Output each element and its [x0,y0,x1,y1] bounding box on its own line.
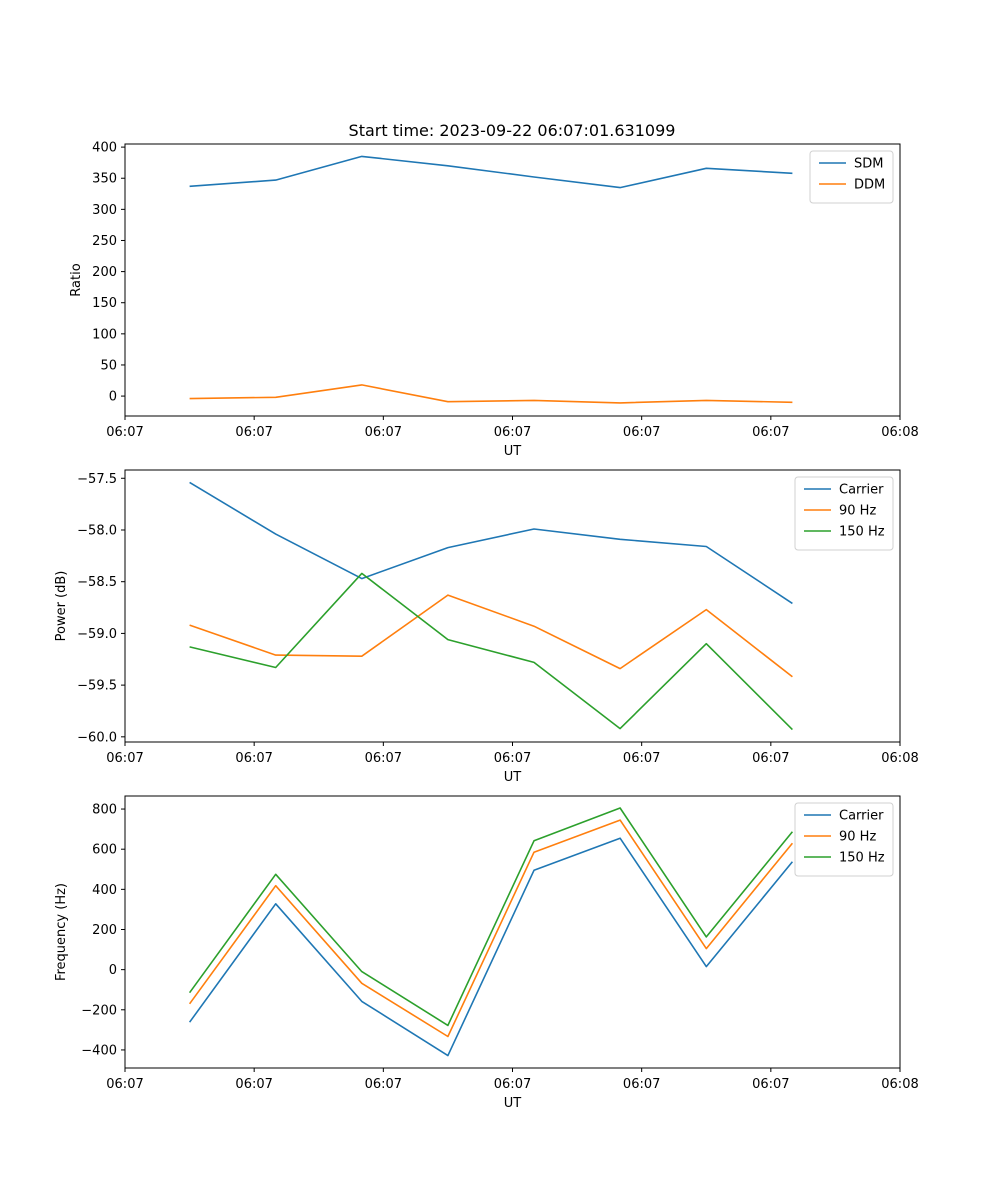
series-line-ddm [189,384,793,404]
y-tick-label: 250 [92,234,117,249]
y-tick-label: −58.0 [77,523,117,538]
x-tick-label: 06:08 [881,751,918,766]
x-axis-label: UT [504,444,522,459]
y-tick-label: 200 [92,923,117,938]
legend-label: 90 Hz [839,830,876,845]
y-axis-label: Frequency (Hz) [54,883,69,981]
y-tick-label: −58.5 [77,575,117,590]
series-line-90-hz [189,594,793,678]
y-tick-label: −59.0 [77,627,117,642]
legend-label: Carrier [839,809,884,824]
y-tick-label: 800 [92,803,117,818]
y-tick-label: −57.5 [77,472,117,487]
legend-label: 150 Hz [839,525,885,540]
legend: Carrier 90 Hz 150 Hz [794,476,894,551]
y-tick-label: −60.0 [77,730,117,745]
x-tick-label: 06:07 [752,751,789,766]
x-tick-label: 06:07 [106,425,143,440]
legend-label: Carrier [839,483,884,498]
x-tick-label: 06:07 [365,1077,402,1092]
x-axis-label: UT [504,1096,522,1111]
x-tick-label: 06:07 [623,1077,660,1092]
x-tick-label: 06:07 [106,1077,143,1092]
series-line-90-hz [188,819,794,1038]
legend: SDM DDM [809,150,894,204]
y-tick-label: 150 [92,296,117,311]
x-tick-label: 06:07 [365,425,402,440]
series-line-150-hz [189,572,793,731]
panel-3: −400 −200 0 200 400 600 800 06:07 06:07 06:07 06:0… [54,795,919,1111]
y-axis-label: Ratio [69,263,84,296]
legend-label: 90 Hz [839,504,876,519]
x-tick-label: 06:07 [494,751,531,766]
x-tick-label: 06:07 [106,751,143,766]
y-tick-label: −200 [81,1003,117,1018]
legend-label: SDM [854,157,883,172]
panel-1: 0 50 100 150 200 250 300 350 400 06:07 06:07 06:07 0… [69,141,919,459]
plot-frame [124,469,901,743]
x-tick-label: 06:07 [235,425,272,440]
legend: Carrier 90 Hz 150 Hz [794,802,894,877]
series-line-150-hz [188,807,794,1027]
y-tick-label: −400 [81,1043,117,1058]
y-tick-label: 400 [92,883,117,898]
x-tick-label: 06:07 [494,1077,531,1092]
x-tick-label: 06:08 [881,425,918,440]
series-line-carrier [188,837,794,1057]
x-tick-label: 06:08 [881,1077,918,1092]
x-tick-label: 06:07 [365,751,402,766]
y-axis-label: Power (dB) [54,571,69,642]
x-tick-label: 06:07 [752,1077,789,1092]
y-tick-label: 600 [92,843,117,858]
y-tick-label: 100 [92,327,117,342]
legend-label: 150 Hz [839,851,885,866]
series-line-carrier [189,481,793,605]
x-tick-label: 06:07 [494,425,531,440]
x-tick-label: 06:07 [235,751,272,766]
legend-box [809,150,894,204]
y-tick-label: −59.5 [77,679,117,694]
legend-label: DDM [854,178,885,193]
y-tick-label: 50 [100,358,117,373]
chart-title: Start time: 2023-09-22 06:07:01.631099 [349,121,676,140]
plot-frame [124,143,901,417]
y-tick-label: 300 [92,203,117,218]
x-tick-label: 06:07 [235,1077,272,1092]
y-tick-label: 350 [92,172,117,187]
y-tick-label: 200 [92,265,117,280]
y-tick-label: 0 [109,963,117,978]
series-line-sdm [189,155,793,189]
x-axis-label: UT [504,770,522,785]
x-tick-label: 06:07 [623,425,660,440]
plot-frame [124,795,901,1069]
x-tick-label: 06:07 [752,425,789,440]
panel-2: −60.0 −59.5 −59.0 −58.5 −58.0 −57.5 06:07 06:07… [54,469,919,785]
x-tick-label: 06:07 [623,751,660,766]
y-tick-label: 0 [109,390,117,405]
y-tick-label: 400 [92,141,117,156]
